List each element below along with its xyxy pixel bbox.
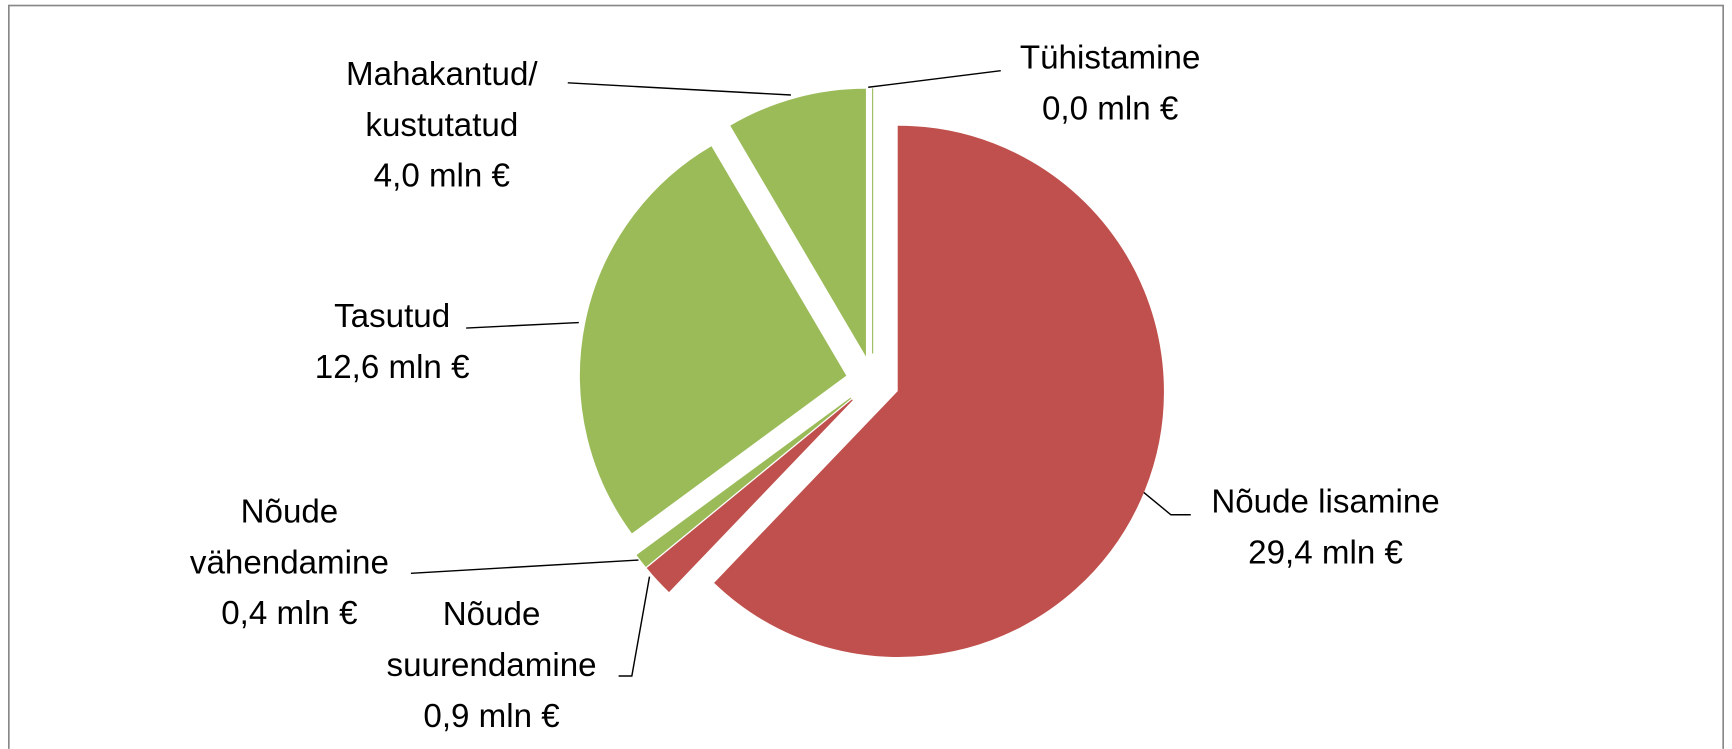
label: Mahakantud/​kustutatud 4,0 mln € — [298, 50, 585, 202]
category-label: Tasutud — [334, 298, 451, 335]
leader-line — [410, 559, 639, 575]
pie-slice — [730, 88, 866, 357]
value-label: 0,4 mln € — [221, 595, 358, 632]
category-label: Mahakantud/​kustutatud — [346, 56, 538, 144]
label: Tühistamine 0,0 mln € — [978, 33, 1243, 135]
label: Nõude vähendamine 0,4 mln € — [157, 487, 422, 639]
pie-slice — [636, 397, 852, 568]
category-label: Nõude vähendamine — [189, 493, 389, 582]
value-label: 0,9 mln € — [423, 698, 560, 735]
pie-slice — [646, 399, 853, 593]
value-label: 4,0 mln € — [373, 157, 510, 195]
leader-lines — [410, 69, 1191, 677]
value-label: 29,4 mln € — [1248, 534, 1403, 572]
label: Nõude lisamine 29,4 mln € — [1182, 477, 1469, 579]
category-label: Nõude lisamine — [1211, 483, 1440, 521]
value-label: 12,6 mln € — [314, 349, 470, 386]
label: Nõude suurendamine 0,9 mln € — [359, 590, 624, 742]
category-label: Tühistamine — [1019, 39, 1201, 77]
value-label: 0,0 mln € — [1041, 90, 1179, 128]
slices — [580, 88, 1164, 658]
frame — [8, 4, 1725, 749]
leader-line — [618, 576, 651, 677]
leader-line — [466, 321, 579, 329]
leader-line — [868, 69, 1001, 88]
category-label: Nõude suurendamine — [386, 596, 597, 684]
pie-slice — [714, 125, 1164, 658]
leader-line — [567, 82, 791, 96]
leader-line — [1139, 488, 1191, 516]
label: Tasutud 12,6 mln € — [260, 292, 525, 394]
pie-slice — [580, 146, 847, 534]
